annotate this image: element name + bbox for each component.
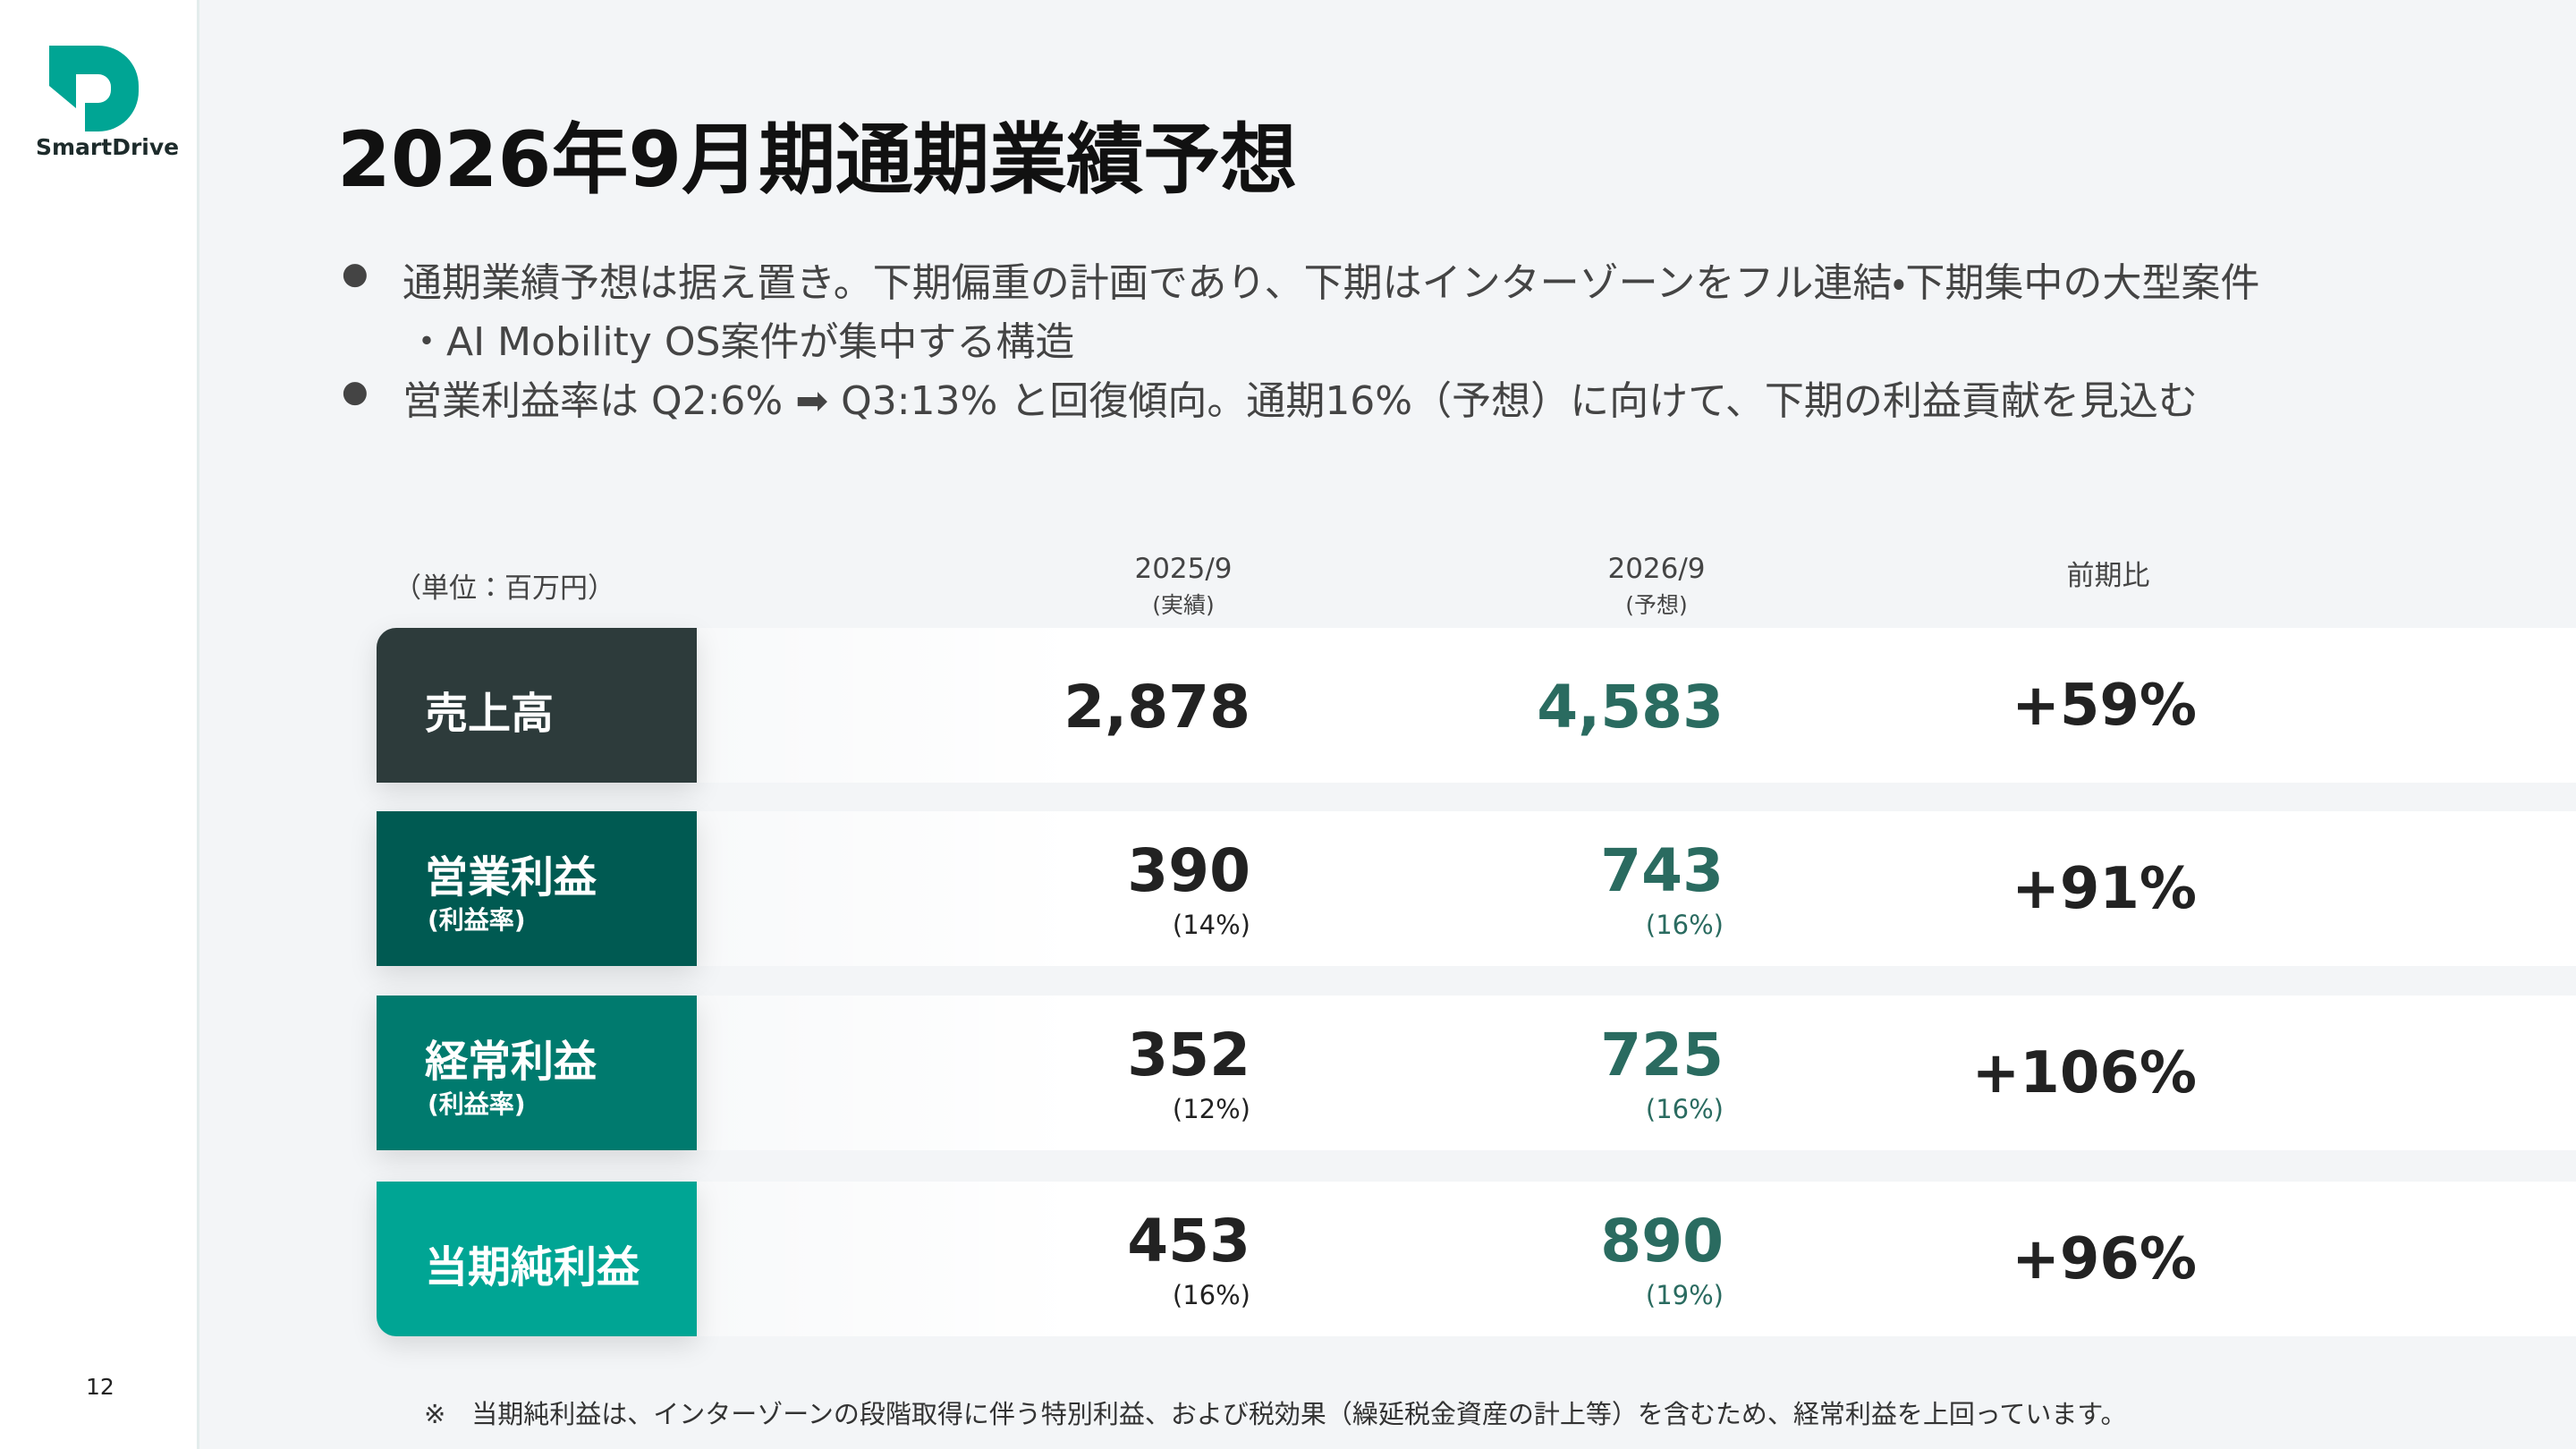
logo-text: SmartDrive [36,134,180,160]
sidebar [0,0,199,1449]
column-subheader: (予想) [1625,592,1688,618]
cell-value: 2,878 [1063,673,1250,741]
column-header: 前期比 [2066,560,2150,592]
cell-ratio: (16%) [1172,1280,1250,1310]
cell-value: 453 [1127,1207,1250,1275]
bullet-text: 営業利益率は Q2:6% ➡ Q3:13% と回復傾向。通期16%（予想）に向け… [402,378,2198,424]
row-label-box [377,811,697,966]
page-number: 12 [86,1374,114,1400]
row-label-box [377,996,697,1150]
cell-value: 743 [1600,836,1724,905]
row-band [697,628,2576,783]
cell-value: 890 [1600,1207,1724,1275]
cell-value: 352 [1127,1021,1250,1089]
column-header: 2025/9 [1134,553,1233,585]
row-label: 営業利益 [425,852,597,902]
bullet-dot: ● [342,374,369,410]
row-label-box [377,628,697,783]
cell-value: 725 [1600,1021,1724,1089]
footnote: ※ 当期純利益は、インターゾーンの段階取得に伴う特別利益、および税効果（繰延税金… [424,1399,2127,1429]
bullet-text: ・AI Mobility OS案件が集中する構造 [407,319,1075,365]
row-label-box [377,1182,697,1336]
cell-ratio: (16%) [1645,1094,1724,1124]
row-label-sub: (利益率) [428,905,526,935]
cell-ratio: (19%) [1645,1280,1724,1310]
column-header: 2026/9 [1607,553,1706,585]
row-band [697,811,2576,966]
title: 2026年9月期通期業績予想 [337,115,1298,205]
row-band [697,996,2576,1150]
cell-change: +59% [2012,673,2197,739]
logo-icon [49,46,139,131]
bullet-text: 通期業績予想は据え置き。下期偏重の計画であり、下期はインターゾーンをフル連結・下… [402,260,2260,306]
cell-value: 390 [1127,836,1250,905]
cell-change: +106% [1971,1040,2197,1106]
row-label: 当期純利益 [425,1242,640,1292]
bullet-dot: ● [342,256,369,292]
row-label: 経常利益 [425,1037,597,1087]
cell-ratio: (14%) [1172,910,1250,940]
cell-change: +91% [2012,856,2197,922]
row-label: 売上高 [425,689,555,739]
column-subheader: (実績) [1152,592,1215,618]
cell-change: +96% [2012,1226,2197,1292]
cell-value: 4,583 [1537,673,1724,741]
cell-ratio: (16%) [1645,910,1724,940]
unit: （単位：百万円） [394,572,615,605]
cell-ratio: (12%) [1172,1094,1250,1124]
row-band [697,1182,2576,1336]
row-label-sub: (利益率) [428,1089,526,1119]
